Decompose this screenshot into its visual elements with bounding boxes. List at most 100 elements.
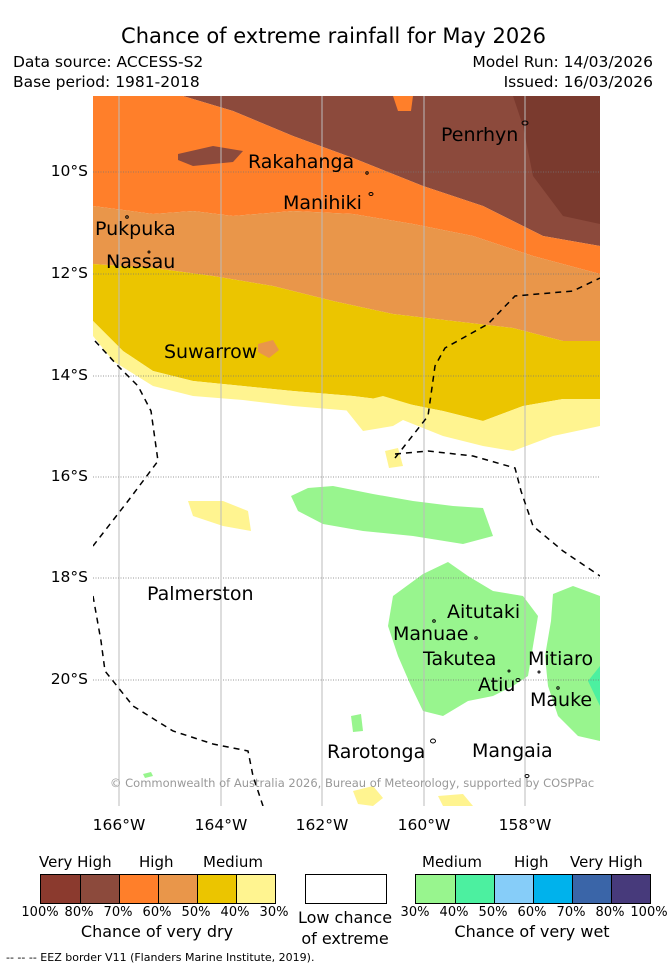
lat-label-12s: 12°S	[50, 264, 88, 282]
legend-wet-colorbar	[415, 874, 651, 904]
region-high-dry	[93, 96, 600, 274]
legend-dry-caption: Chance of very dry	[80, 922, 234, 941]
region-very-dry-dark	[93, 96, 600, 246]
legend-dry-high: High	[139, 853, 174, 871]
dry-swatches-swatch-3	[158, 875, 197, 903]
region-dry-spot	[258, 340, 279, 358]
dry-swatches-swatch-1	[80, 875, 119, 903]
label-manuae: Manuae	[393, 623, 469, 645]
island-penrhyn	[521, 120, 529, 126]
legend-wet-very-high: Very High	[570, 853, 643, 871]
dry-pcts-label-4: 50%	[181, 905, 211, 920]
label-atiu: Atiu	[478, 674, 516, 696]
label-nassau: Nassau	[106, 251, 176, 273]
island-mangaia	[524, 774, 530, 778]
lat-label-10s: 10°S	[50, 162, 88, 180]
label-mitiaro: Mitiaro	[528, 648, 594, 670]
dry-swatches-swatch-4	[197, 875, 236, 903]
legend-neutral-caption-2: of extreme	[301, 929, 389, 948]
lat-label-14s: 14°S	[50, 366, 88, 384]
wet-swatches-swatch-0	[416, 875, 455, 903]
label-suwarrow: Suwarrow	[164, 341, 258, 363]
label-rarotonga: Rarotonga	[327, 741, 426, 763]
island-pukapuka	[125, 215, 129, 219]
wet-pcts-label-0: 30%	[400, 905, 430, 920]
region-high-dry-patch	[393, 96, 413, 111]
region-low-dry-south-2	[438, 794, 473, 806]
label-rakahanga: Rakahanga	[248, 151, 355, 173]
issued-date: Issued: 16/03/2026	[503, 73, 653, 91]
eez-border-north-west	[93, 340, 159, 547]
island-rakahanga	[365, 171, 369, 175]
eez-border-west	[93, 595, 264, 806]
region-low-dry-blob	[343, 396, 423, 431]
legend-neutral-caption-1: Low chance	[297, 908, 393, 927]
island-nassau	[147, 250, 151, 254]
dry-swatches-swatch-5	[236, 875, 275, 903]
island-atiu	[515, 678, 521, 682]
label-pukapuka: Pukpuka	[95, 218, 176, 240]
legend-wet-high: High	[514, 853, 549, 871]
wet-swatches-swatch-1	[455, 875, 494, 903]
rainfall-map-canvas	[93, 96, 600, 806]
data-source: Data source: ACCESS-S2	[13, 53, 204, 71]
map-title: Chance of extreme rainfall for May 2026	[121, 24, 546, 48]
wet-pcts-label-5: 80%	[595, 905, 625, 920]
base-period: Base period: 1981-2018	[13, 73, 200, 91]
legend-dry-colorbar	[40, 874, 276, 904]
wet-swatches-swatch-5	[611, 875, 650, 903]
wet-pcts-label-4: 70%	[556, 905, 586, 920]
wet-pcts-label-3: 60%	[517, 905, 547, 920]
lon-label-164w: 164°W	[194, 816, 248, 834]
wet-pcts-label-1: 40%	[439, 905, 469, 920]
region-medium-high-dry	[93, 206, 600, 341]
wet-pcts-label-2: 50%	[478, 905, 508, 920]
lat-label-18s: 18°S	[50, 568, 88, 586]
label-manihiki: Manihiki	[283, 192, 362, 214]
region-medium-wet-aitutaki	[388, 562, 538, 716]
region-medium-wet-speck-2	[143, 772, 153, 778]
dry-pcts-label-1: 80%	[64, 905, 94, 920]
region-medium-wet-north	[291, 486, 493, 544]
wet-pcts-label-6: 100%	[630, 905, 667, 920]
island-takutea	[507, 669, 511, 673]
legend-dry-medium: Medium	[203, 853, 263, 871]
region-medium-wet-mauke	[545, 586, 600, 741]
region-medium-wet-speck	[351, 714, 363, 732]
region-wet-high-mauke	[588, 666, 600, 706]
lon-label-162w: 162°W	[295, 816, 349, 834]
island-rarotonga	[430, 738, 436, 744]
label-mangaia: Mangaia	[472, 740, 553, 762]
lon-label-166w: 166°W	[92, 816, 146, 834]
island-mitiaro	[537, 670, 541, 674]
region-low-dry-west	[188, 501, 251, 531]
model-run: Model Run: 14/03/2026	[472, 53, 653, 71]
eez-footnote: -- -- -- EEZ border V11 (Flanders Marine…	[6, 951, 315, 964]
dry-pcts-label-2: 70%	[103, 905, 133, 920]
eez-border-east	[394, 450, 600, 577]
wet-swatches-swatch-3	[533, 875, 572, 903]
rainfall-map: Penrhyn Rakahanga Manihiki Pukpuka Nassa…	[93, 96, 600, 806]
region-dark-pocket	[178, 146, 243, 166]
dry-pcts-label-6: 30%	[259, 905, 289, 920]
label-takutea: Takutea	[423, 648, 497, 670]
island-manuae	[474, 636, 478, 640]
dry-swatches-swatch-2	[119, 875, 158, 903]
region-medium-dry	[93, 264, 600, 421]
dry-pcts-label-0: 100%	[21, 905, 59, 920]
legend-dry-very-high: Very High	[39, 853, 112, 871]
lat-label-16s: 16°S	[50, 467, 88, 485]
wet-swatches-swatch-4	[572, 875, 611, 903]
label-mauke: Mauke	[530, 689, 593, 711]
region-low-dry-blob-2	[385, 448, 403, 468]
region-low-dry	[93, 321, 600, 451]
island-aitutaki	[432, 619, 436, 623]
lon-label-160w: 160°W	[397, 816, 451, 834]
copyright-text: © Commonwealth of Australia 2026, Bureau…	[110, 776, 595, 790]
island-mauke	[556, 686, 560, 690]
region-very-dry-darkest	[513, 96, 600, 224]
lon-label-158w: 158°W	[498, 816, 552, 834]
legend-neutral-swatch	[305, 874, 387, 904]
wet-swatches-swatch-2	[494, 875, 533, 903]
lat-label-20s: 20°S	[50, 670, 88, 688]
